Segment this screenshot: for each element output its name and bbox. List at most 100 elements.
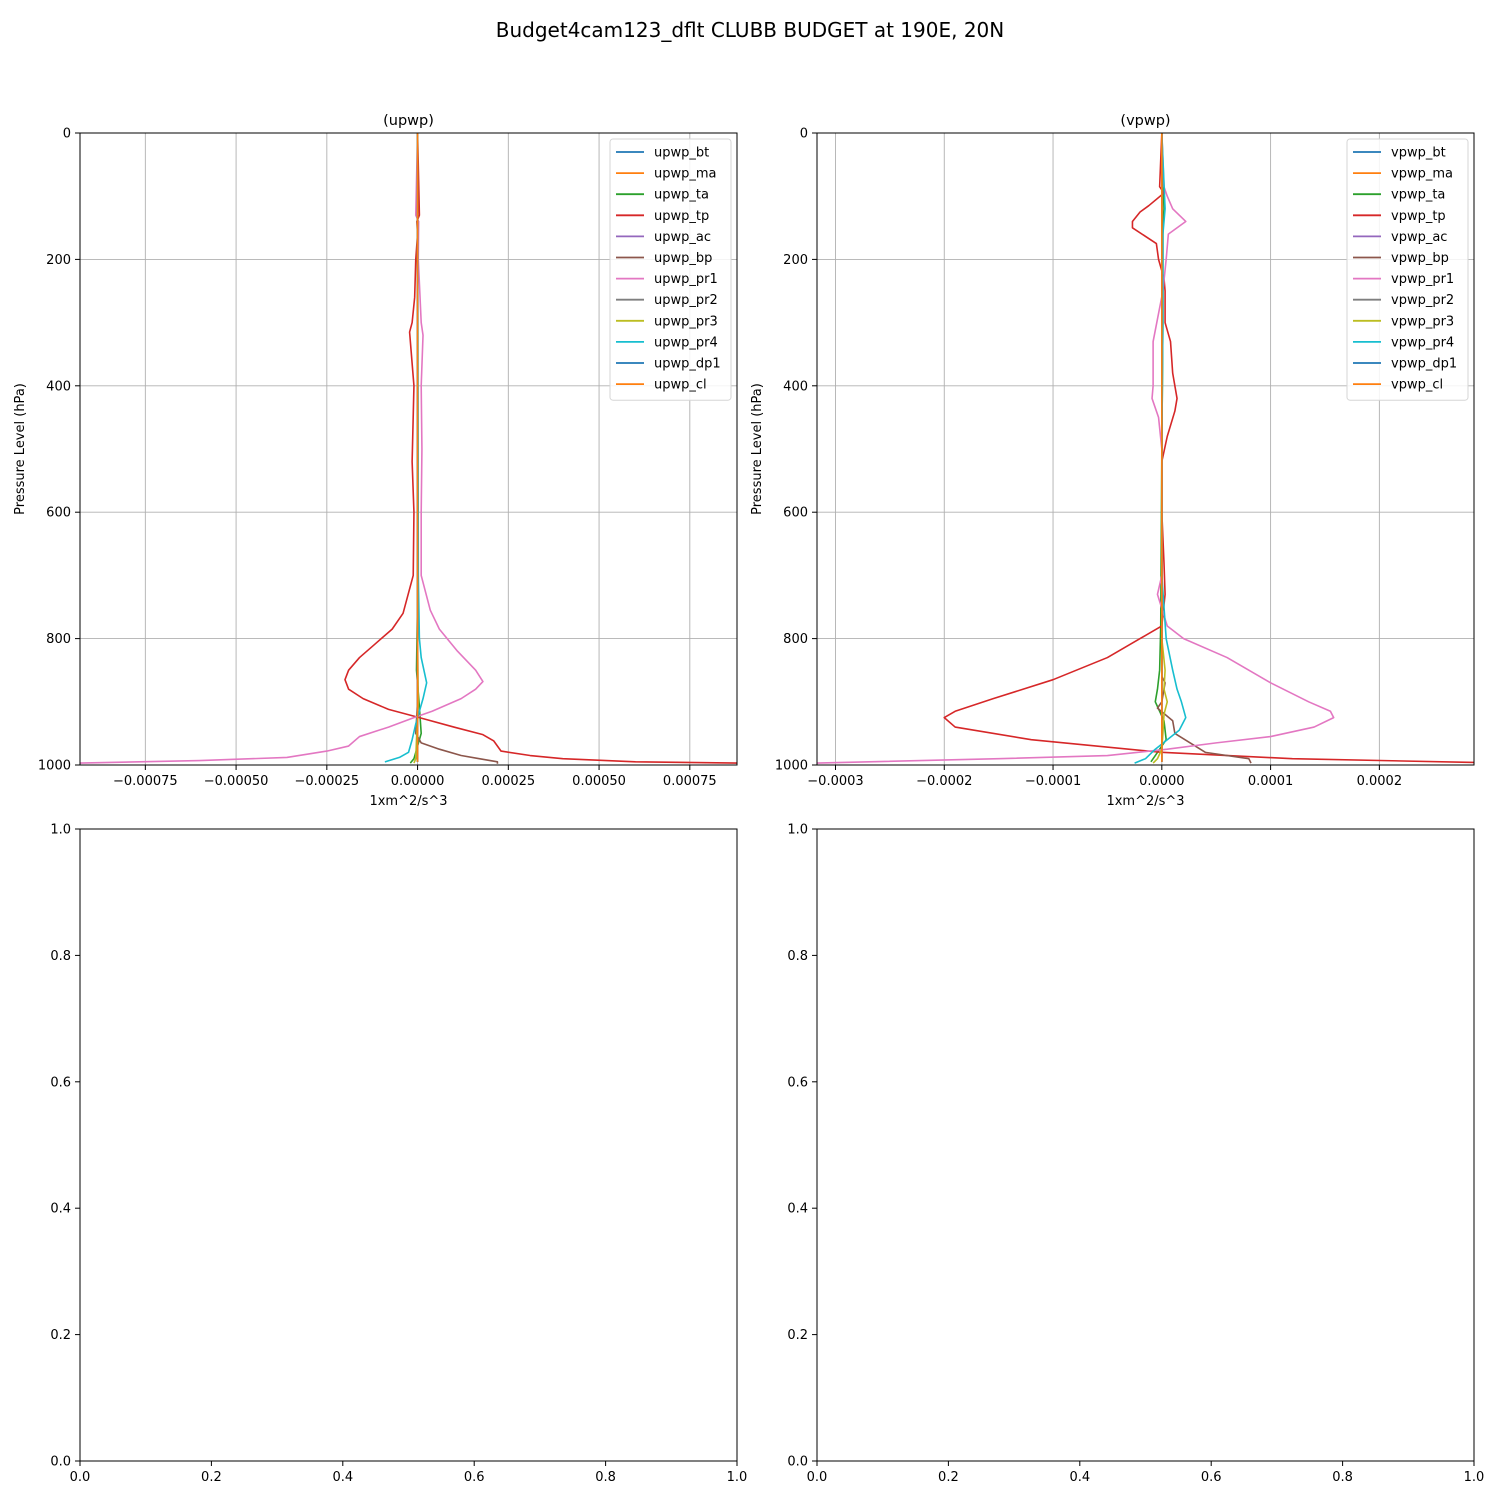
legend-label: upwp_bp <box>654 251 712 266</box>
figure-title: Budget4cam123_dflt CLUBB BUDGET at 190E,… <box>496 18 1004 42</box>
legend-entry: vpwp_dp1 <box>1353 357 1457 372</box>
legend-entry: upwp_ma <box>616 167 717 182</box>
x-tick-label: −0.0002 <box>916 774 972 789</box>
series-line-vpwp_bp <box>1156 133 1252 764</box>
legend-entry: vpwp_ma <box>1353 167 1453 182</box>
x-tick-label: 0.0 <box>70 1470 91 1485</box>
legend-label: vpwp_tp <box>1391 209 1446 224</box>
x-tick-label: 0.0002 <box>1357 774 1403 789</box>
y-tick-label: 0.6 <box>50 1075 71 1090</box>
x-tick-label: 0.00050 <box>572 774 626 789</box>
legend-entry: upwp_pr4 <box>616 335 718 350</box>
x-tick-label: 1.0 <box>1464 1470 1485 1485</box>
legend-label: vpwp_dp1 <box>1391 357 1457 372</box>
subplot-title: (upwp) <box>383 113 434 129</box>
y-axis-label: Pressure Level (hPa) <box>750 383 765 515</box>
legend-entry: vpwp_cl <box>1353 378 1443 393</box>
y-tick-label: 0.8 <box>787 949 808 964</box>
y-tick-label: 600 <box>783 506 808 521</box>
x-tick-label: 0.8 <box>1332 1470 1353 1485</box>
legend-entry: upwp_pr3 <box>616 314 718 329</box>
legend-entry: upwp_dp1 <box>616 357 721 372</box>
y-tick-label: 0.0 <box>787 1455 808 1470</box>
axes-frame <box>816 828 1475 1462</box>
legend: vpwp_bt vpwp_ma vpwp_ta vpwp_tp vpwp_ac vpwp_… <box>1346 138 1469 401</box>
legend-label: vpwp_pr4 <box>1391 335 1454 350</box>
legend-label: upwp_tp <box>654 209 709 224</box>
legend-label: upwp_ta <box>654 188 709 203</box>
legend-label: upwp_ma <box>654 167 717 182</box>
series-line-vpwp_tp <box>943 133 1474 764</box>
legend-entry: vpwp_ac <box>1353 230 1447 245</box>
y-tick-label: 1000 <box>38 759 71 774</box>
legend-label: vpwp_pr3 <box>1391 314 1454 329</box>
x-axis-label: 1xm^2/s^3 <box>1106 794 1184 809</box>
x-tick-label: 0.4 <box>332 1470 353 1485</box>
y-tick-label: 200 <box>46 253 71 268</box>
x-tick-label: 0.2 <box>201 1470 222 1485</box>
series-lines <box>817 133 1474 764</box>
legend-entry: vpwp_bp <box>1353 251 1449 266</box>
y-tick-label: 1.0 <box>787 823 808 838</box>
legend-label: vpwp_pr2 <box>1391 293 1454 308</box>
legend-entry: upwp_pr1 <box>616 272 718 287</box>
legend-entry: upwp_bt <box>616 146 709 161</box>
y-tick-label: 0.0 <box>50 1455 71 1470</box>
y-tick-label: 0 <box>63 127 71 142</box>
y-tick-label: 800 <box>783 632 808 647</box>
axes-frame <box>79 132 738 766</box>
x-tick-label: −0.0003 <box>807 774 863 789</box>
x-tick-label: 0.8 <box>595 1470 616 1485</box>
x-axis-label: 1xm^2/s^3 <box>369 794 447 809</box>
legend-label: vpwp_ta <box>1391 188 1445 203</box>
x-tick-label: 0.00025 <box>481 774 535 789</box>
subplot-1: −0.00075 −0.00050 −0.00025 0.00000 0.00025 0.… <box>13 113 738 809</box>
x-tick-label: 0.6 <box>464 1470 485 1485</box>
legend-label: upwp_ac <box>654 230 711 245</box>
legend-label: upwp_dp1 <box>654 357 721 372</box>
subplot-3: 0.0 0.2 0.4 0.6 0.8 1.0 0.0 0.2 0.4 0.6 0.8 1.0 <box>50 823 747 1486</box>
axes-frame <box>816 132 1475 766</box>
legend-entry: vpwp_pr3 <box>1353 314 1454 329</box>
x-tick-label: −0.00050 <box>204 774 269 789</box>
y-tick-label: 1000 <box>775 759 808 774</box>
legend-label: upwp_pr2 <box>654 293 718 308</box>
legend-entry: upwp_pr2 <box>616 293 718 308</box>
x-tick-label: 0.2 <box>938 1470 959 1485</box>
y-tick-label: 0.6 <box>787 1075 808 1090</box>
series-lines <box>80 133 737 764</box>
legend-label: upwp_pr3 <box>654 314 718 329</box>
legend-label: upwp_pr4 <box>654 335 718 350</box>
y-tick-label: 600 <box>46 506 71 521</box>
x-tick-label: −0.0001 <box>1025 774 1081 789</box>
y-tick-label: 800 <box>46 632 71 647</box>
x-tick-label: 0.4 <box>1069 1470 1090 1485</box>
legend-entry: vpwp_ta <box>1353 188 1445 203</box>
x-tick-label: 0.0 <box>807 1470 828 1485</box>
legend-entry: upwp_ta <box>616 188 709 203</box>
y-tick-label: 200 <box>783 253 808 268</box>
legend-box <box>1346 138 1469 401</box>
y-tick-label: 0.2 <box>787 1328 808 1343</box>
subplot-title: (vpwp) <box>1120 113 1170 129</box>
legend-entry: vpwp_tp <box>1353 209 1446 224</box>
legend-entry: vpwp_pr1 <box>1353 272 1454 287</box>
series-line-upwp_pr4 <box>384 133 428 763</box>
y-tick-label: 0.4 <box>787 1202 808 1217</box>
x-tick-label: −0.00075 <box>113 774 178 789</box>
legend-entry: upwp_tp <box>616 209 709 224</box>
legend-label: vpwp_ma <box>1391 167 1453 182</box>
x-tick-label: 0.0001 <box>1248 774 1294 789</box>
x-tick-label: 0.6 <box>1201 1470 1222 1485</box>
subplots: −0.00075 −0.00050 −0.00025 0.00000 0.00025 0.… <box>13 113 1484 1485</box>
legend-label: vpwp_bp <box>1391 251 1449 266</box>
legend-entry: upwp_cl <box>616 378 707 393</box>
series-line-vpwp_pr1 <box>817 133 1335 764</box>
legend: upwp_bt upwp_ma upwp_ta upwp_tp upwp_ac upwp_… <box>609 138 732 401</box>
y-tick-label: 0.8 <box>50 949 71 964</box>
y-tick-label: 0.2 <box>50 1328 71 1343</box>
series-line-upwp_pr1 <box>80 133 484 764</box>
y-tick-label: 0 <box>800 127 808 142</box>
legend-entry: vpwp_pr2 <box>1353 293 1454 308</box>
